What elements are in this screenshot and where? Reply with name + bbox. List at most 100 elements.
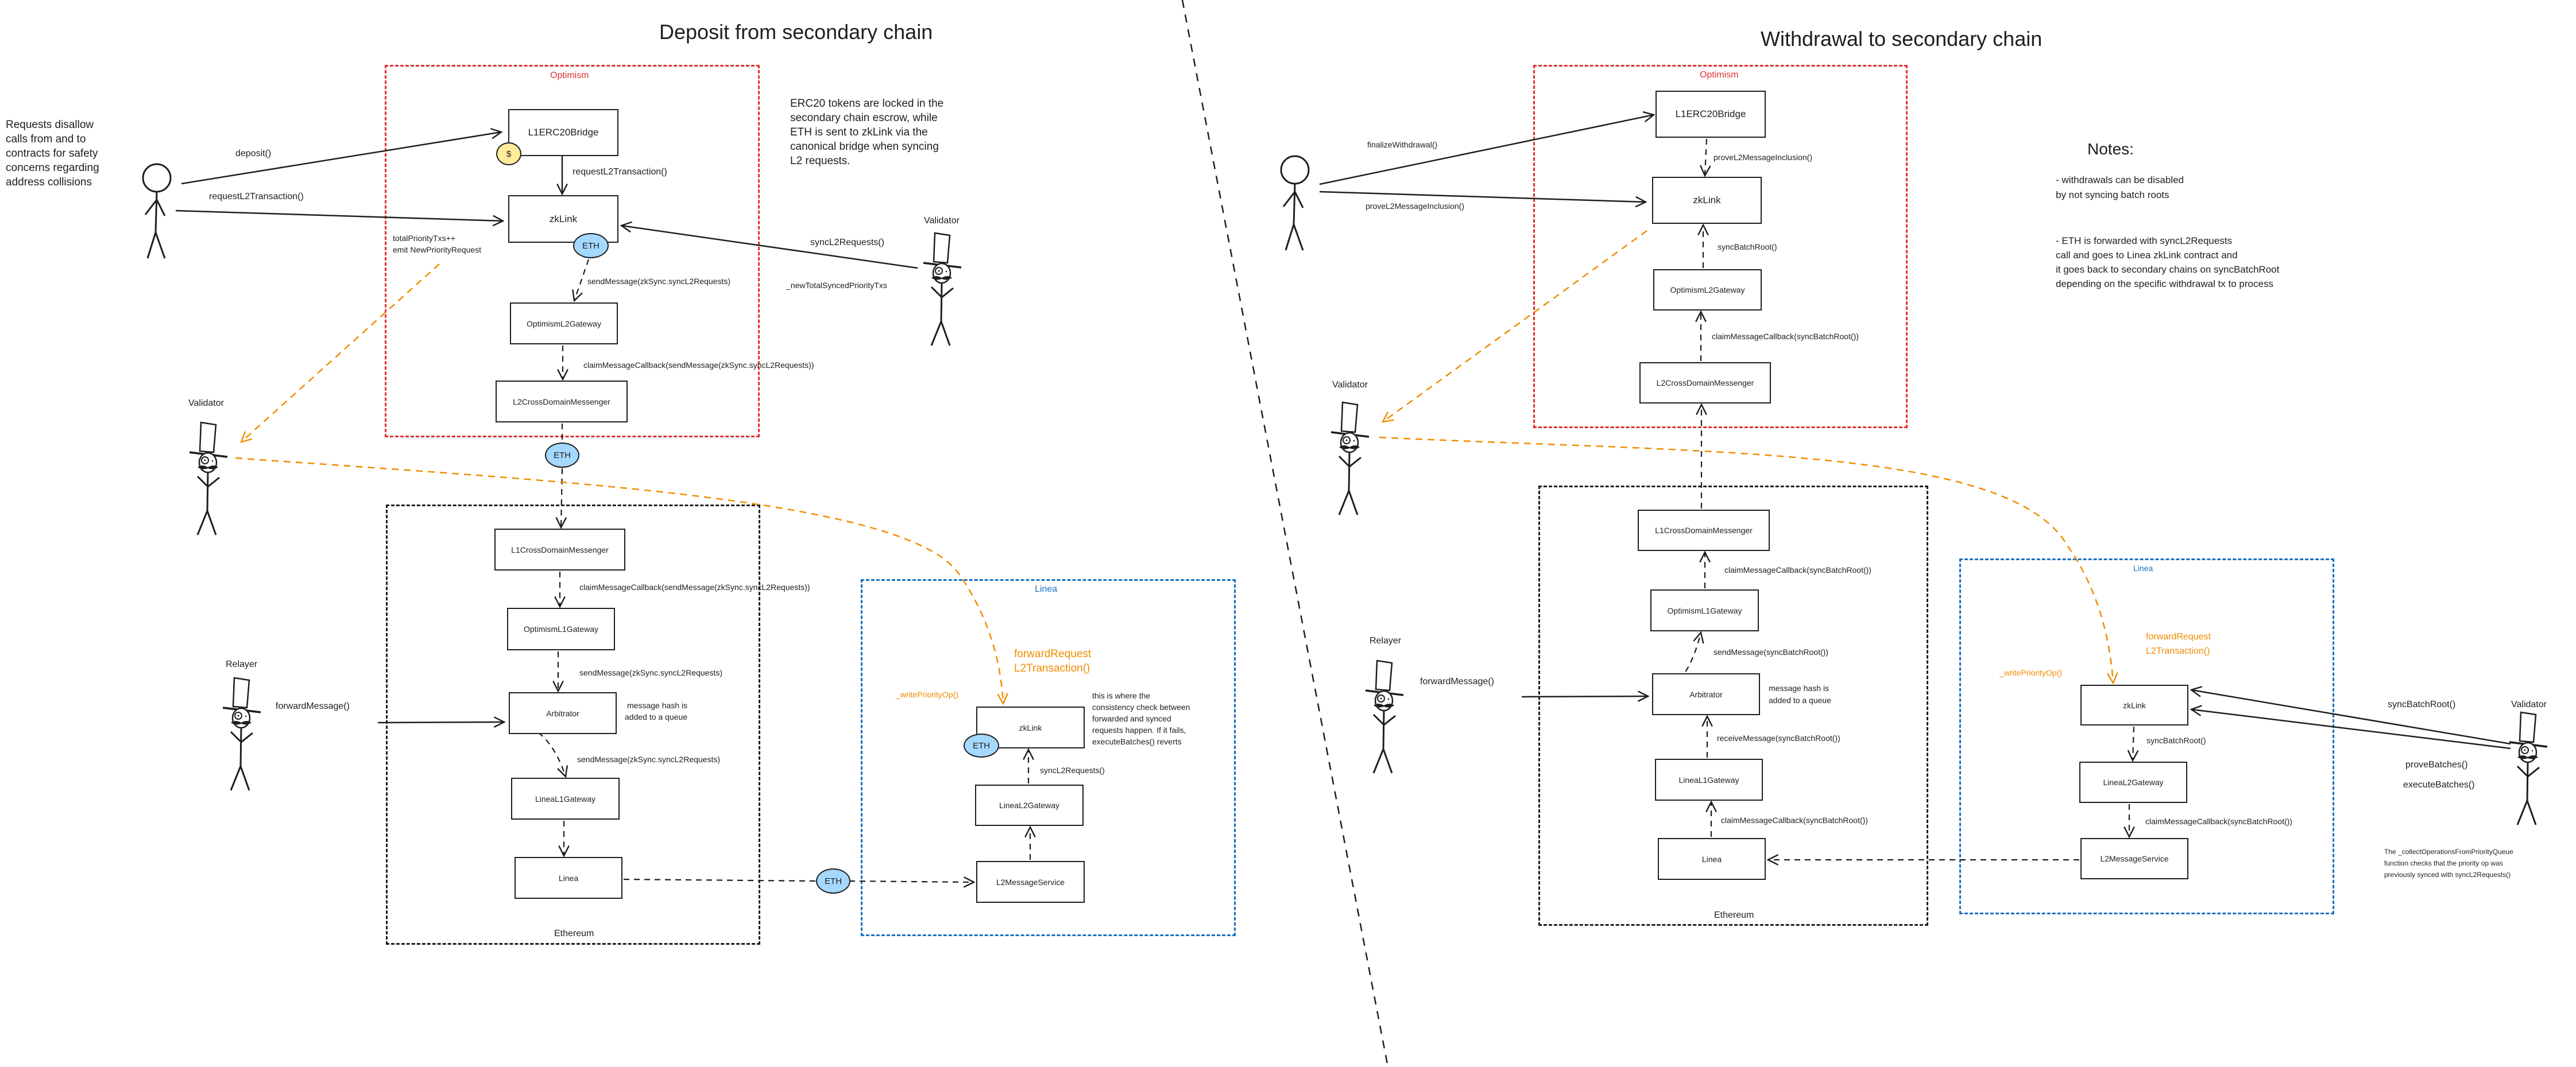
validator-figure-withdrawal-right: [2508, 711, 2548, 826]
user-note-line: Requests disallow: [6, 119, 94, 131]
consistency-note-line: executeBatches() reverts: [1092, 737, 1182, 746]
l2-message-service-box-withdrawal[interactable]: L2MessageService: [2080, 838, 2188, 879]
zklink-box-optimism-withdrawal[interactable]: zkLink: [1652, 177, 1762, 224]
linea-l1-gateway-box[interactable]: LineaL1Gateway: [511, 778, 620, 820]
priority-queue-note-line: function checks that the priority op was: [2384, 859, 2503, 867]
l1-cross-domain-messenger-box[interactable]: L1CrossDomainMessenger: [494, 529, 625, 571]
notes-line: it goes back to secondary chains on sync…: [2056, 264, 2280, 275]
l1-erc20-bridge-box[interactable]: L1ERC20Bridge: [508, 109, 618, 156]
eth-to-l2-message-service: [849, 881, 974, 882]
box-label: LineaL1Gateway: [1678, 775, 1739, 785]
prove-batches-label: proveBatches(): [2405, 760, 2468, 770]
prove-inclusion-bridge-label: proveL2MessageInclusion(): [1714, 153, 1812, 162]
consistency-note-line: forwarded and synced: [1092, 714, 1171, 723]
ethereum-zone-deposit: [386, 505, 760, 945]
optimism-zone-label-withdrawal: Optimism: [1700, 70, 1739, 80]
coin-label: ETH: [825, 876, 842, 886]
forward-request-label-2: L2Transaction(): [1014, 662, 1090, 674]
relayer-forward-arrow-withdrawal: [1521, 696, 1648, 697]
l2-cross-domain-messenger-box[interactable]: L2CrossDomainMessenger: [496, 381, 628, 422]
forward-request-withdrawal-label-2: L2Transaction(): [2146, 646, 2210, 656]
write-priority-op-withdrawal-label: _writePriorityOp(): [1999, 668, 2062, 677]
box-label: OptimismL1Gateway: [524, 624, 598, 634]
optimism-l1-gateway-box[interactable]: OptimismL1Gateway: [507, 608, 615, 650]
write-priority-op-label: _writePriorityOp(): [896, 690, 958, 699]
coin-label: ETH: [973, 740, 990, 751]
withdrawal-title: Withdrawal to secondary chain: [1761, 27, 2043, 51]
linea-l2-gateway-box-withdrawal[interactable]: LineaL2Gateway: [2079, 762, 2187, 803]
claim-callback-l1-label: claimMessageCallback(sendMessage(zkSync.…: [579, 583, 810, 592]
send-message-label: sendMessage(zkSync.syncL2Requests): [587, 277, 731, 286]
arbitrator-box-withdrawal[interactable]: Arbitrator: [1652, 673, 1760, 715]
box-label: L2CrossDomainMessenger: [513, 397, 610, 406]
optimism-l1-gateway-box-withdrawal[interactable]: OptimismL1Gateway: [1650, 589, 1759, 631]
claim-callback-l1-withdrawal-label: claimMessageCallback(syncBatchRoot()): [1724, 565, 1871, 575]
request-l2-arrow: [175, 209, 503, 221]
box-label: OptimismL2Gateway: [527, 319, 601, 328]
priority-queue-note-line: The _collectOperationsFromPriorityQueue: [2384, 848, 2513, 856]
consistency-note-line: consistency check between: [1092, 703, 1190, 712]
eth-zklink-token-icon: ETH: [964, 734, 999, 758]
forward-request-label: forwardRequest: [1014, 648, 1092, 660]
claim-callback-linea-withdrawal-label: claimMessageCallback(syncBatchRoot()): [1721, 816, 1868, 825]
request-l2-transaction-label: requestL2Transaction(): [209, 192, 304, 201]
validator-figure-deposit-right: [922, 232, 962, 347]
l1-cross-domain-messenger-box-withdrawal[interactable]: L1CrossDomainMessenger: [1638, 510, 1770, 551]
arbitrator-box[interactable]: Arbitrator: [509, 692, 617, 734]
send-message-arbitrator-label: sendMessage(zkSync.syncL2Requests): [577, 755, 721, 764]
optimism-zone-withdrawal: [1533, 65, 1908, 428]
linea-l2-gateway-box[interactable]: LineaL2Gateway: [975, 785, 1084, 826]
validator-forward-request-curve-withdrawal: [1379, 436, 2113, 683]
coin-label: ETH: [554, 450, 571, 460]
new-total-synced-label: _newTotalSyncedPriorityTxs: [786, 281, 887, 290]
user-note-line: concerns regarding: [6, 162, 99, 174]
erc20-note-line: secondary chain escrow, while: [790, 112, 938, 124]
l2-cross-domain-messenger-box-withdrawal[interactable]: L2CrossDomainMessenger: [1639, 362, 1771, 403]
linea-zone-withdrawal: [1959, 558, 2334, 914]
linea-box-withdrawal[interactable]: Linea: [1658, 838, 1766, 880]
box-label: LineaL1Gateway: [535, 794, 596, 804]
zklink-to-opt-l2-gateway: [574, 259, 590, 301]
deposit-arrow: [181, 132, 501, 185]
finalize-withdrawal-label: finalizeWithdrawal(): [1367, 140, 1438, 149]
l2-message-service-box[interactable]: L2MessageService: [976, 861, 1085, 903]
box-label: L2MessageService: [996, 877, 1065, 887]
validator-figure-withdrawal-left: [1330, 401, 1370, 516]
finalize-withdrawal-arrow: [1319, 115, 1654, 185]
optimism-l2-gateway-box[interactable]: OptimismL2Gateway: [510, 302, 618, 344]
optimism-l2-gateway-box-withdrawal[interactable]: OptimismL2Gateway: [1653, 269, 1762, 311]
priority-txs-label: totalPriorityTxs++: [393, 234, 455, 243]
consistency-note-line: requests happen. If it fails,: [1092, 725, 1186, 735]
coin-label: $: [506, 149, 512, 159]
validator-label-right: Validator: [924, 216, 960, 226]
validator-sync-batch-root-label: syncBatchRoot(): [2388, 700, 2456, 709]
prove-inclusion-arrow: [1319, 191, 1646, 202]
box-label: L1CrossDomainMessenger: [1655, 526, 1753, 535]
l1-erc20-bridge-box-withdrawal[interactable]: L1ERC20Bridge: [1656, 91, 1766, 138]
validator-sync-batch-root-arrow: [2191, 690, 2511, 745]
zklink-box-linea-withdrawal[interactable]: zkLink: [2080, 685, 2188, 725]
sync-l2-requests-arrow: [621, 226, 918, 269]
receive-message-label: receiveMessage(syncBatchRoot()): [1717, 734, 1840, 743]
priority-queue-note-line: previously synced with syncL2Requests(): [2384, 871, 2511, 879]
bridge-request-label: requestL2Transaction(): [573, 167, 667, 177]
box-label: LineaL2Gateway: [2103, 778, 2164, 787]
box-label: zkLink: [2123, 700, 2146, 710]
user-figure-deposit: [142, 163, 172, 259]
linea-claim-callback-label: claimMessageCallback(syncBatchRoot()): [2145, 817, 2292, 826]
relayer-forward-arrow-deposit: [377, 722, 504, 723]
claim-callback-label: claimMessageCallback(sendMessage(zkSync.…: [583, 360, 814, 370]
linea-sync-batch-root-label: syncBatchRoot(): [2146, 736, 2206, 745]
linea-box[interactable]: Linea: [515, 857, 622, 899]
linea-l1-gateway-box-withdrawal[interactable]: LineaL1Gateway: [1655, 759, 1763, 801]
ethereum-zone-label: Ethereum: [554, 929, 594, 938]
notes-line: - ETH is forwarded with syncL2Requests: [2056, 235, 2233, 246]
arbitrator-note-line: added to a queue: [1769, 696, 1831, 705]
dollar-token-icon: $: [496, 142, 521, 165]
box-label: Linea: [558, 873, 579, 883]
consistency-note-line: this is where the: [1092, 691, 1151, 700]
sync-batch-root-label: syncBatchRoot(): [1718, 242, 1777, 251]
erc20-note-line: L2 requests.: [790, 155, 850, 167]
linea-sync-label: syncL2Requests(): [1040, 766, 1105, 775]
erc20-note-line: canonical bridge when syncing: [790, 141, 939, 153]
